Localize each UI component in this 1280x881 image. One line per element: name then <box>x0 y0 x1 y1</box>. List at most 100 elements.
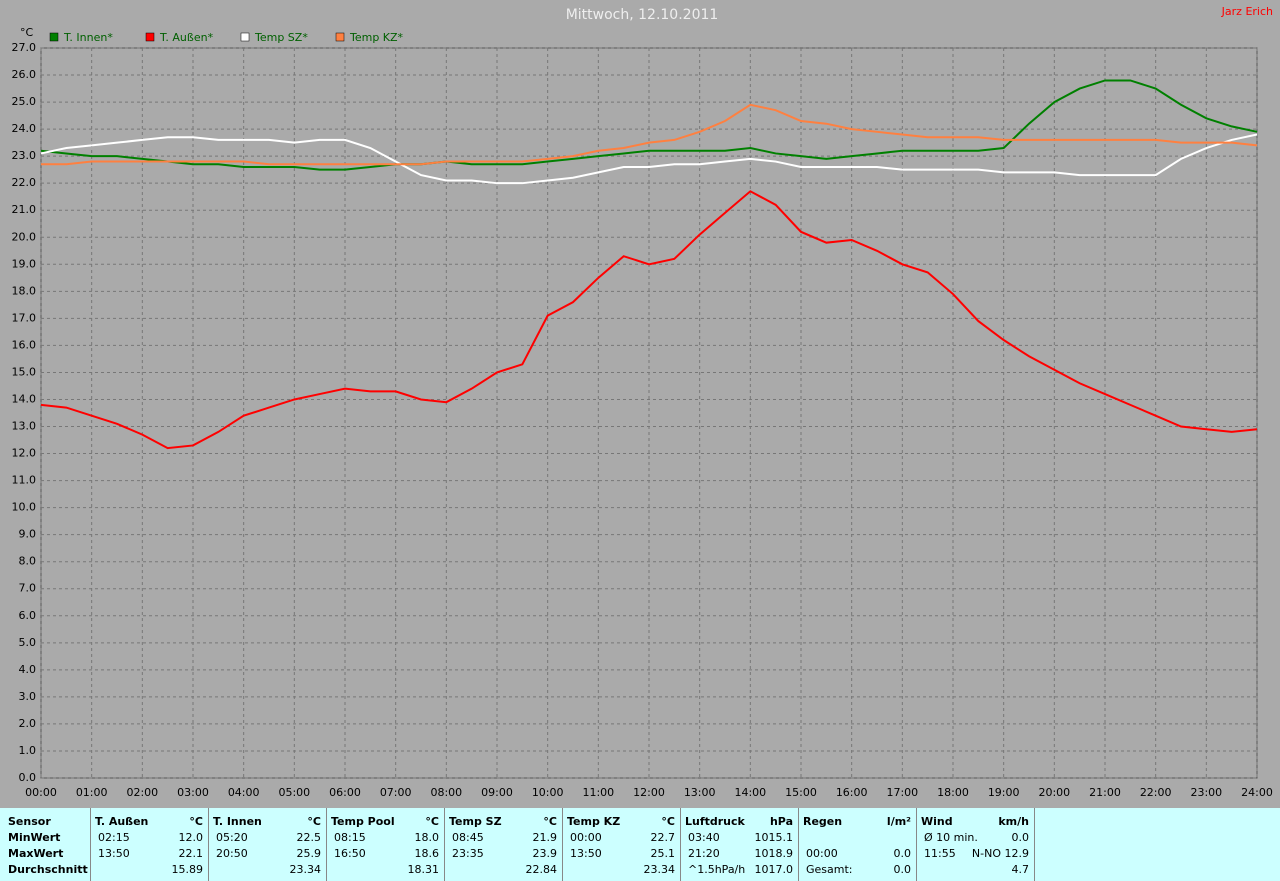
y-tick-label: 24.0 <box>12 122 37 135</box>
cell-time: 13:50 <box>98 847 130 860</box>
x-tick-label: 24:00 <box>1241 786 1273 799</box>
cell-value: 22.84 <box>525 863 558 876</box>
table-header: Sensor <box>8 815 51 828</box>
x-tick-label: 20:00 <box>1038 786 1070 799</box>
cell-value: 25.9 <box>296 847 322 860</box>
legend-swatch <box>240 32 250 42</box>
cell-time: 23:35 <box>452 847 484 860</box>
sensor-name: T. Außen <box>95 815 149 828</box>
sensor-unit: km/h <box>998 815 1029 828</box>
sensor-unit: °C <box>189 815 203 828</box>
cell-time: 13:50 <box>570 847 602 860</box>
x-tick-label: 23:00 <box>1190 786 1222 799</box>
sensor-unit: l/m² <box>886 815 911 828</box>
cell-value: 18.0 <box>414 831 440 844</box>
cell-value: 12.0 <box>178 831 204 844</box>
sensor-name: Temp Pool <box>331 815 395 828</box>
cell-value: 0.0 <box>893 863 912 876</box>
cell-time: 00:00 <box>806 847 838 860</box>
y-tick-label: 2.0 <box>19 717 37 730</box>
series-line <box>40 79 1258 171</box>
legend-label: Temp SZ* <box>254 31 308 44</box>
row-label: Durchschnitt <box>8 863 88 876</box>
sensor-unit: °C <box>307 815 321 828</box>
cell-value: 15.89 <box>171 863 204 876</box>
x-tick-label: 05:00 <box>278 786 310 799</box>
x-tick-label: 14:00 <box>734 786 766 799</box>
cell-time: Gesamt: <box>806 863 853 876</box>
cell-value: 18.31 <box>407 863 440 876</box>
x-tick-label: 02:00 <box>126 786 158 799</box>
chart: Mittwoch, 12.10.2011 Jarz Erich °C 0.0 1.… <box>12 5 1274 799</box>
sensor-name: Temp KZ <box>567 815 621 828</box>
column-separator <box>444 808 445 881</box>
x-tick-label: 01:00 <box>76 786 108 799</box>
x-tick-label: 21:00 <box>1089 786 1121 799</box>
cell-value: 25.1 <box>650 847 676 860</box>
x-tick-label: 06:00 <box>329 786 361 799</box>
cell-value: 1017.0 <box>754 863 794 876</box>
legend-label: T. Innen* <box>63 31 113 44</box>
x-tick-label: 13:00 <box>684 786 716 799</box>
y-tick-label: 18.0 <box>12 284 37 297</box>
y-tick-label: 9.0 <box>19 528 37 541</box>
x-tick-label: 12:00 <box>633 786 665 799</box>
y-tick-label: 19.0 <box>12 257 37 270</box>
sensor-name: Wind <box>921 815 953 828</box>
y-tick-label: 10.0 <box>12 501 37 514</box>
cell-time: Ø 10 min. <box>924 831 978 844</box>
cell-time: 08:45 <box>452 831 484 844</box>
column-separator <box>208 808 209 881</box>
y-tick-label: 8.0 <box>19 555 37 568</box>
sensor-unit: °C <box>661 815 675 828</box>
chart-title: Mittwoch, 12.10.2011 <box>566 7 719 23</box>
row-label: MaxWert <box>8 847 64 860</box>
cell-value: 0.0 <box>893 847 912 860</box>
y-tick-label: 21.0 <box>12 203 37 216</box>
row-label: MinWert <box>8 831 61 844</box>
x-tick-label: 08:00 <box>430 786 462 799</box>
series-line <box>41 103 1258 166</box>
cell-value: 23.9 <box>532 847 558 860</box>
y-tick-label: 14.0 <box>12 392 37 405</box>
cell-time: 03:40 <box>688 831 720 844</box>
sensor-unit: °C <box>425 815 439 828</box>
y-axis-label: °C <box>20 26 34 39</box>
sensor-unit: °C <box>543 815 557 828</box>
cell-time: 00:00 <box>570 831 602 844</box>
y-tick-label: 25.0 <box>12 95 37 108</box>
cell-time: 20:50 <box>216 847 248 860</box>
y-tick-label: 7.0 <box>19 582 37 595</box>
y-tick-label: 22.0 <box>12 176 37 189</box>
x-tick-label: 16:00 <box>836 786 868 799</box>
cell-value: N-NO 12.9 <box>971 847 1029 860</box>
cell-value: 1018.9 <box>754 847 794 860</box>
cell-time: ^1.5hPa/h <box>688 863 746 876</box>
cell-value: 0.0 <box>1011 831 1030 844</box>
x-tick-label: 03:00 <box>177 786 209 799</box>
y-tick-label: 5.0 <box>19 636 37 649</box>
sensor-name: Temp SZ <box>449 815 502 828</box>
cell-value: 23.34 <box>643 863 676 876</box>
summary-table: Sensor MinWert MaxWert Durchschnitt T. Außen… <box>0 808 1280 881</box>
cell-time: 16:50 <box>334 847 366 860</box>
x-tick-label: 09:00 <box>481 786 513 799</box>
x-tick-label: 19:00 <box>988 786 1020 799</box>
y-tick-label: 6.0 <box>19 609 37 622</box>
x-tick-label: 22:00 <box>1140 786 1172 799</box>
column-separator <box>916 808 917 881</box>
x-tick-label: 00:00 <box>25 786 57 799</box>
cell-value: 22.1 <box>178 847 204 860</box>
column-separator <box>90 808 91 881</box>
sensor-unit: hPa <box>769 815 793 828</box>
column-separator <box>326 808 327 881</box>
column-separator <box>562 808 563 881</box>
cell-value: 22.7 <box>650 831 676 844</box>
y-tick-label: 4.0 <box>19 663 37 676</box>
cell-value: 4.7 <box>1011 863 1030 876</box>
cell-time: 21:20 <box>688 847 720 860</box>
y-tick-label: 11.0 <box>12 474 37 487</box>
series-line <box>40 190 1258 450</box>
y-tick-label: 0.0 <box>19 771 37 784</box>
